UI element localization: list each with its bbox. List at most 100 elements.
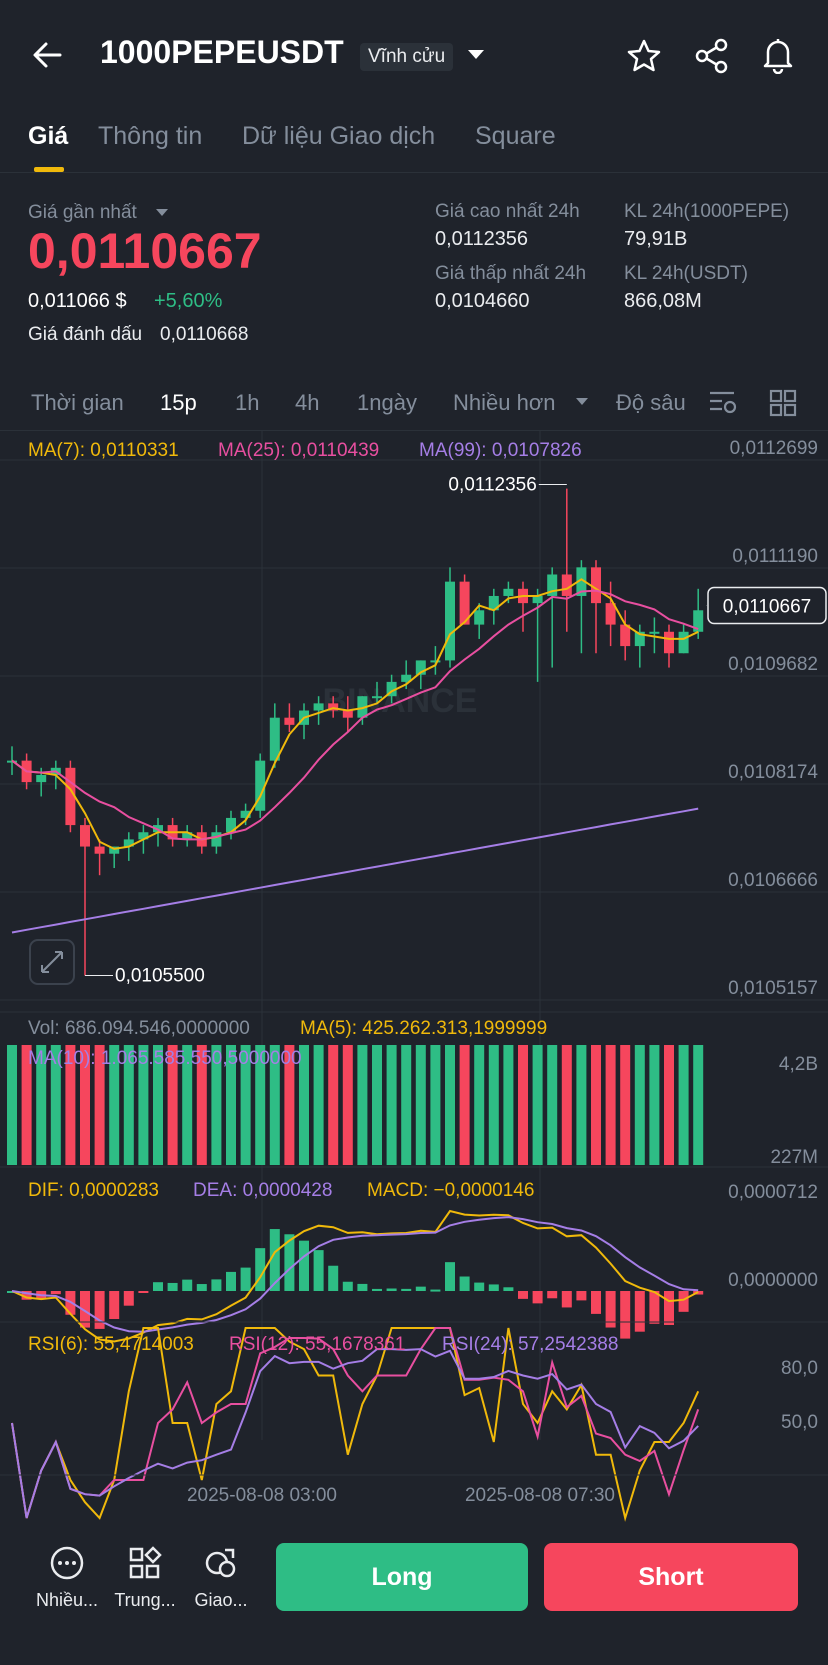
vol-quote: 866,08M [624,290,702,312]
long-button[interactable]: Long [276,1543,528,1611]
y-tick-label: 0,0106666 [728,870,818,891]
volume-bar [226,1045,236,1165]
x-tick-label: 2025-08-08 07:30 [465,1485,615,1506]
candle-body [123,839,134,847]
bell-icon[interactable] [760,36,796,74]
candle-body [620,624,631,647]
center-nav-item[interactable]: Trung... [110,1545,180,1611]
share-icon[interactable] [694,38,730,74]
tab-info[interactable]: Thông tin [98,122,203,150]
macd-bar [284,1234,295,1291]
macd-bar [561,1291,572,1308]
candle-body [386,681,397,697]
price-change: +5,60% [154,290,223,312]
trade-icon [205,1548,236,1578]
tf-1h[interactable]: 1h [235,390,260,415]
expand-icon [41,951,63,973]
candle-body [459,581,470,625]
back-arrow-icon[interactable] [30,38,64,72]
short-button[interactable]: Short [544,1543,798,1611]
candle-body [693,610,704,632]
trade-nav-item[interactable]: Giao... [186,1545,256,1611]
last-price-label[interactable]: Giá gần nhất [28,202,137,223]
macd-bar [474,1282,485,1291]
vol-axis-label: 227M [770,1147,818,1168]
low-24h-label: Giá thấp nhất 24h [435,263,587,284]
dea-line [11,1216,699,1333]
macd-bar [488,1284,499,1291]
tf-depth[interactable]: Độ sâu [616,390,686,415]
macd-bar [372,1288,382,1291]
y-tick-label: 0,0112699 [730,438,818,459]
vol-quote-label: KL 24h(USDT) [624,263,748,284]
volume-bar [357,1045,368,1165]
candle-body [240,810,251,818]
volume-bar [664,1045,674,1165]
tf-1d[interactable]: 1ngày [357,390,417,415]
volume-bar [240,1045,251,1165]
caret-down-icon[interactable] [575,397,589,407]
macd-bar [576,1291,587,1301]
candle-body [415,660,426,675]
candle-body [445,581,455,661]
vol-ma5-legend: MA(5): 425.262.313,1999999 [300,1018,548,1039]
volume-bar [138,1045,149,1165]
vol-base-label: KL 24h(1000PEPE) [624,201,790,222]
apps-icon [129,1546,162,1579]
dea-legend: DEA: 0,0000428 [193,1180,333,1201]
volume-bar [649,1045,660,1165]
volume-bar [620,1045,631,1165]
tf-4h[interactable]: 4h [295,390,320,415]
indicator-settings-icon[interactable] [708,388,738,418]
volume-bar [328,1045,339,1165]
chevron-down-icon[interactable] [466,48,486,62]
macd-bar [328,1265,339,1291]
macd-bar [313,1250,324,1291]
volume-bar [255,1045,266,1165]
volume-bar [50,1045,61,1165]
macd-bar [503,1287,514,1291]
candle-body [503,588,514,596]
volume-bar [445,1045,455,1165]
tab-trading-data[interactable]: Dữ liệu Giao dịch [242,122,436,150]
macd-bar [255,1248,266,1291]
candle-body [532,595,543,604]
tf-more[interactable]: Nhiều hơn [453,390,556,415]
high-24h-label: Giá cao nhất 24h [435,201,580,222]
candle-body [211,832,222,847]
volume-bar [284,1045,295,1165]
candle-body [576,567,587,596]
macd-bar [342,1281,353,1291]
more-nav-item[interactable]: Nhiều... [32,1545,102,1611]
candle-body [488,595,499,611]
macd-bar [386,1288,397,1291]
tf-time[interactable]: Thời gian [31,390,124,415]
mark-price-label: Giá đánh dấu [28,324,143,345]
current-price-label: 0,0110667 [723,596,811,617]
symbol-title[interactable]: 1000PEPEUSDT [100,34,344,70]
dif-line [11,1209,699,1343]
candlestick-chart[interactable]: 0,0112699 0,0111190 0,0109682 0,0108174 0,01… [0,430,828,1528]
candle-body [328,703,339,711]
tab-underline [34,167,64,172]
volume-bar [605,1045,616,1165]
dif-legend: DIF: 0,0000283 [28,1180,159,1201]
macd-axis-label: 0,0000000 [728,1270,818,1291]
tab-square[interactable]: Square [475,122,556,150]
grid-layout-icon[interactable] [768,388,798,418]
caret-down-icon[interactable] [155,208,169,218]
macd-bar [591,1291,601,1314]
star-icon[interactable] [626,38,662,74]
tf-15m[interactable]: 15p [160,390,197,415]
candle-body [678,631,689,654]
macd-bar [94,1291,105,1329]
macd-bar [664,1291,674,1325]
vol-legend: Vol: 686.094.546,0000000 [28,1018,250,1039]
tab-price[interactable]: Giá [28,122,69,150]
macd-bar [445,1262,455,1291]
candle-body [94,846,105,854]
candle-body [109,846,120,854]
candle-body [372,696,382,699]
candle-body [634,631,645,647]
volume-bar [123,1045,134,1165]
